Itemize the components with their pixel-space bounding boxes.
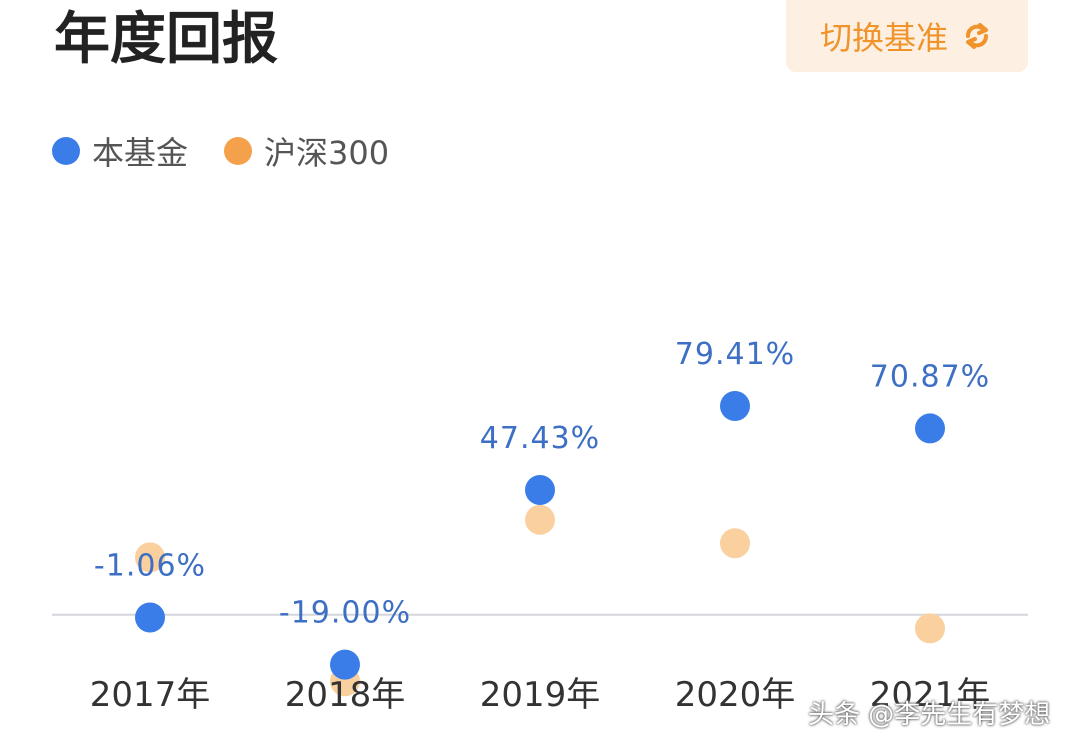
refresh-icon	[960, 19, 994, 53]
legend-item-benchmark[interactable]: 沪深300	[224, 128, 389, 174]
fund-data-label: 79.41%	[675, 337, 795, 372]
fund-data-label: -19.00%	[279, 596, 411, 631]
watermark: 头条 @李先生有梦想	[808, 700, 1051, 730]
fund-point	[915, 413, 945, 444]
fund-data-label: -1.06%	[94, 549, 206, 584]
legend-dot-benchmark	[224, 137, 253, 165]
switch-benchmark-label: 切换基准	[819, 19, 948, 57]
fund-point	[135, 602, 165, 633]
fund-data-label: 70.87%	[870, 359, 990, 394]
x-tick-label: 2017年	[90, 675, 211, 715]
fund-point	[330, 649, 360, 680]
legend-label-benchmark: 沪深300	[264, 134, 390, 172]
fund-data-label: 47.43%	[480, 421, 600, 456]
page-title: 年度回报	[54, 7, 278, 72]
legend-label-fund: 本基金	[92, 134, 189, 172]
benchmark-point	[915, 613, 945, 644]
x-tick-label: 2018年	[285, 675, 406, 715]
benchmark-point	[720, 528, 750, 559]
switch-benchmark-button[interactable]: 切换基准	[786, 0, 1028, 72]
fund-point	[525, 475, 555, 506]
benchmark-point	[525, 504, 555, 535]
legend-item-fund[interactable]: 本基金	[52, 128, 188, 174]
legend-dot-fund	[52, 137, 80, 165]
x-tick-label: 2020年	[675, 675, 796, 715]
x-tick-label: 2019年	[480, 675, 601, 715]
x-tick-label: 2021年	[870, 675, 991, 715]
fund-point	[720, 390, 750, 421]
chart-legend: 本基金 沪深300	[52, 128, 389, 174]
benchmark-point	[135, 542, 165, 573]
